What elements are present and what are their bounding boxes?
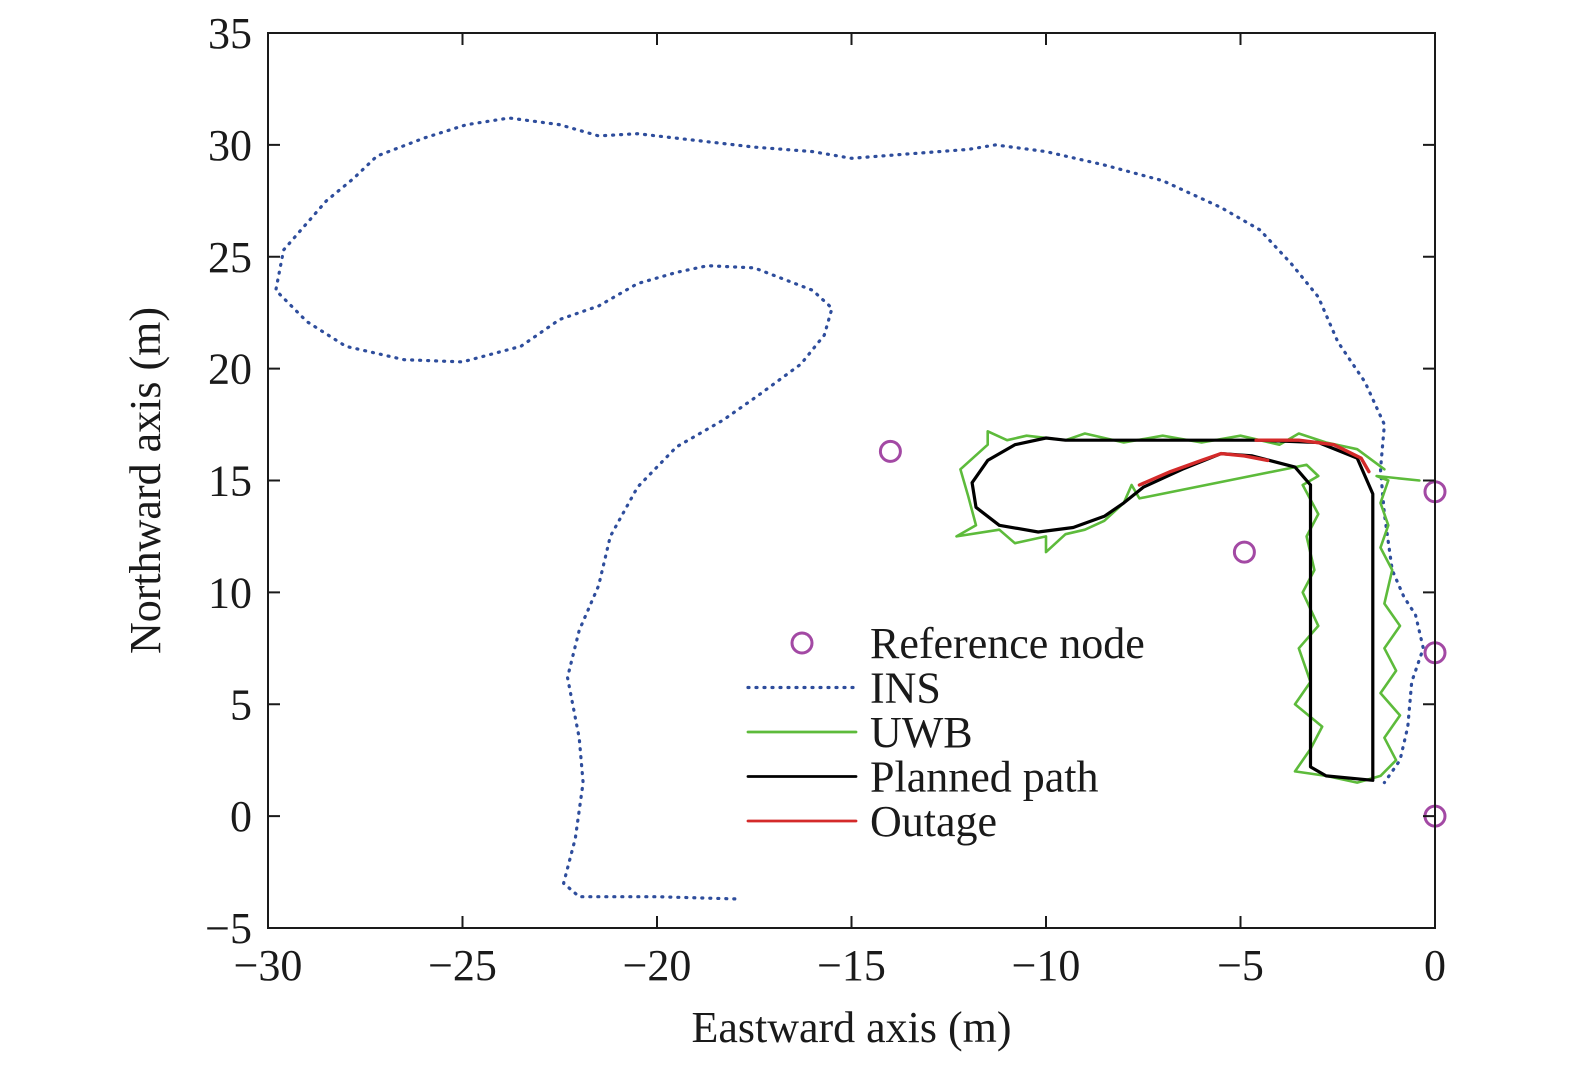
y-tick-label: 25 (208, 233, 252, 282)
legend-label-2: UWB (870, 708, 973, 757)
legend-marker-reference-node (790, 631, 814, 655)
y-tick-label: −5 (205, 904, 252, 953)
reference-node-marker-1 (1232, 540, 1256, 564)
outage-line-0 (1137, 451, 1270, 487)
x-tick-label: −15 (817, 941, 886, 990)
legend-label-4: Outage (870, 797, 997, 846)
uwb-line (955, 429, 1421, 784)
y-tick-label: 10 (208, 568, 252, 617)
x-axis-label: Eastward axis (m) (691, 1003, 1011, 1052)
axes: −30 −25 −20 −15 −10 −5 0 −5 0 5 10 15 20 25 30 35 Eastwa… (121, 9, 1446, 1052)
x-tick-label: 0 (1424, 941, 1446, 990)
y-tick-label: 20 (208, 345, 252, 394)
y-tick-label: 0 (230, 792, 252, 841)
y-tick-label: 30 (208, 121, 252, 170)
legend-label-1: INS (870, 664, 941, 713)
x-tick-label: −10 (1012, 941, 1081, 990)
legend-label-3: Planned path (870, 753, 1099, 802)
x-tick-label: −30 (234, 941, 303, 990)
planned-path-line (970, 436, 1375, 782)
outage-line-1 (1254, 438, 1371, 474)
ins-line (274, 116, 1425, 901)
plot-frame (267, 32, 1436, 929)
x-tick-label: −5 (1217, 941, 1264, 990)
y-axis-label: Northward axis (m) (121, 307, 170, 654)
plot-area (274, 116, 1447, 901)
reference-node-marker-0 (878, 439, 902, 463)
y-tick-label: 5 (230, 680, 252, 729)
x-tick-label: −20 (623, 941, 692, 990)
legend-label-0: Reference node (870, 619, 1145, 668)
y-tick-label: 15 (208, 457, 252, 506)
y-tick-label: 35 (208, 9, 252, 58)
x-tick-label: −25 (428, 941, 497, 990)
